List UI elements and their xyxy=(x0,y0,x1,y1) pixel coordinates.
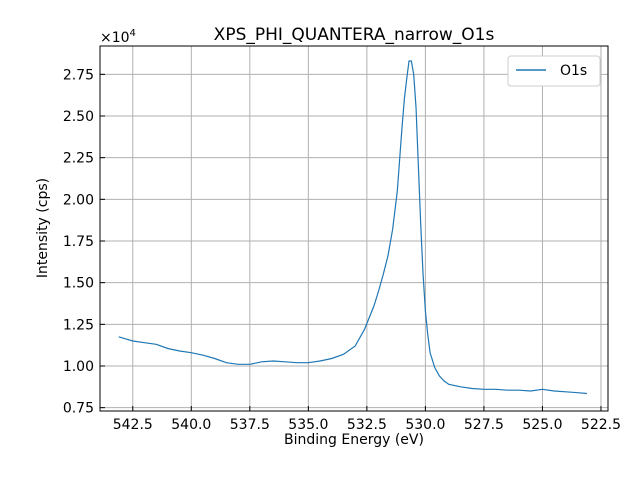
legend-box xyxy=(507,55,601,87)
y-axis: 0.75 1.00 1.25 1.50 1.75 2.00 2.25 2.50 2.75 xyxy=(63,67,105,417)
chart-title: XPS_PHI_QUANTERA_narrow_O1s xyxy=(214,25,495,45)
x-tick-label: 540.0 xyxy=(171,417,211,433)
legend: O1s xyxy=(507,55,601,87)
y-axis-title: Intensity (cps) xyxy=(35,178,51,278)
x-tick-label: 535.0 xyxy=(288,417,328,433)
y-tick-label: 2.75 xyxy=(63,67,94,83)
x-tick-label: 542.5 xyxy=(113,417,153,433)
x-tick-label: 527.5 xyxy=(464,417,504,433)
y-tick-label: 2.50 xyxy=(63,109,94,125)
x-axis: 542.5 540.0 537.5 535.0 532.5 530.0 527.5 525.0… xyxy=(113,406,621,433)
y-tick-label: 1.75 xyxy=(63,234,94,250)
y-tick-label: 2.00 xyxy=(63,192,94,208)
grid xyxy=(100,46,608,411)
x-axis-title: Binding Energy (eV) xyxy=(284,432,424,448)
x-tick-label: 532.5 xyxy=(347,417,387,433)
legend-label-o1s: O1s xyxy=(560,63,587,79)
y-tick-label: 0.75 xyxy=(63,401,94,417)
y-tick-label: 2.25 xyxy=(63,151,94,167)
y-scale-multiplier: ×104 xyxy=(100,28,136,46)
plot-frame xyxy=(99,45,609,412)
y-tick-label: 1.25 xyxy=(63,317,94,333)
series-line-o1s xyxy=(118,60,587,395)
y-tick-label: 1.00 xyxy=(63,359,94,375)
x-tick-label: 522.5 xyxy=(581,417,621,433)
x-tick-label: 525.0 xyxy=(522,417,562,433)
y-tick-label: 1.50 xyxy=(63,276,94,292)
x-tick-label: 530.0 xyxy=(405,417,445,433)
x-tick-label: 537.5 xyxy=(230,417,270,433)
